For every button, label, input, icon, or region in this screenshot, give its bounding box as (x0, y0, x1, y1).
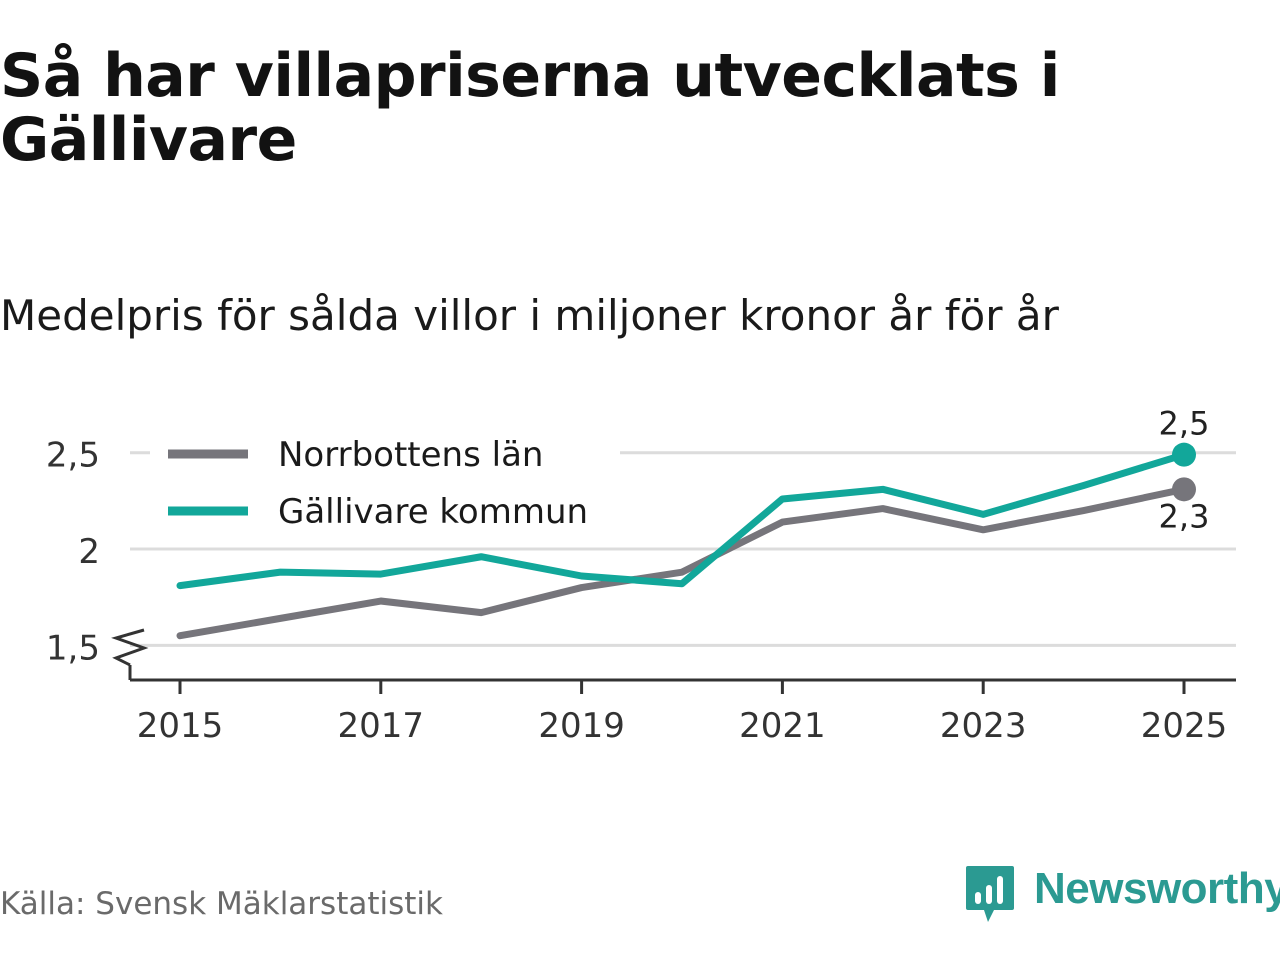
chart-title: Så har villapriserna utvecklats i Gälliv… (0, 41, 1060, 175)
chart-subtitle: Medelpris för sålda villor i miljoner kr… (0, 291, 1059, 340)
axes: 1,5 2 2,5 2015 2017 2019 2021 2023 2025 (46, 436, 1236, 746)
x-tick-label: 2025 (1141, 706, 1228, 746)
x-tick-label: 2021 (739, 706, 826, 746)
source-note: Källa: Svensk Mäklarstatistik (0, 886, 443, 922)
legend-label: Gällivare kommun (278, 492, 588, 532)
legend-label: Norrbottens län (278, 435, 543, 475)
y-axis-break-symbol (111, 628, 149, 667)
end-labels: 2,3 2,5 (1159, 405, 1210, 536)
y-tick-label: 2,5 (46, 436, 100, 476)
end-point-marker (1172, 477, 1196, 502)
x-tick-label: 2017 (338, 706, 425, 746)
end-value-label: 2,5 (1159, 405, 1210, 443)
brand-name: Newsworthy (1034, 864, 1280, 913)
newsworthy-logo-icon (966, 866, 1014, 922)
end-point-marker (1172, 442, 1196, 467)
y-tick-label: 2 (78, 532, 100, 572)
y-tick-label: 1,5 (46, 628, 100, 668)
series-lines (176, 442, 1196, 640)
brand-logo: Newsworthy (964, 864, 1280, 928)
x-tick-label: 2015 (137, 706, 224, 746)
end-value-label: 2,3 (1159, 497, 1210, 535)
x-tick-label: 2023 (940, 706, 1027, 746)
legend: Norrbottens län Gällivare kommun (150, 426, 620, 532)
x-tick-label: 2019 (538, 706, 625, 746)
